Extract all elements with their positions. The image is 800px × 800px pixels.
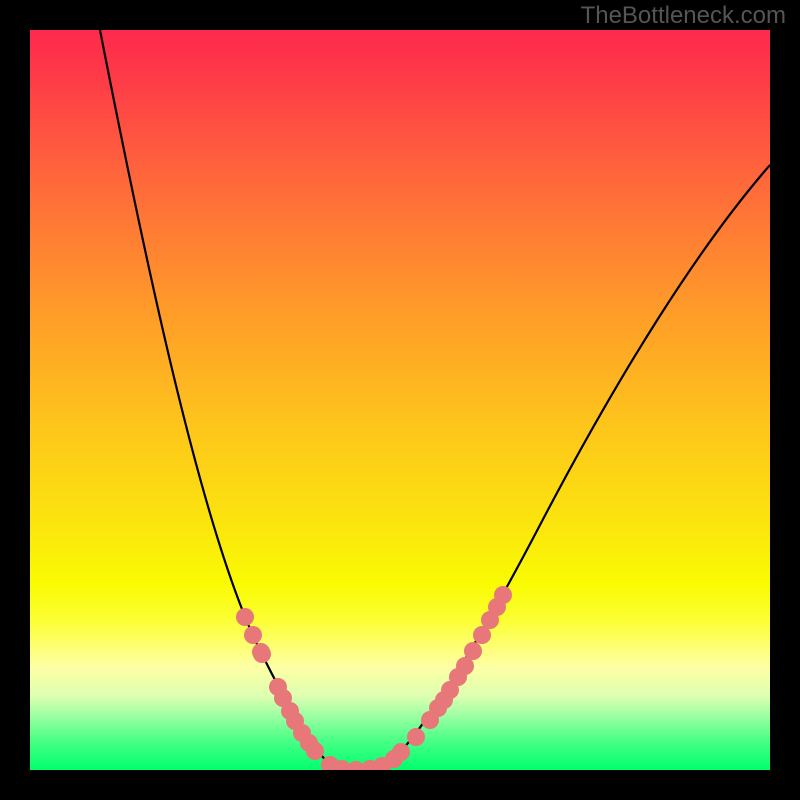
marker-dot (494, 586, 512, 604)
marker-dot (392, 743, 410, 761)
marker-dot (236, 608, 254, 626)
curve-right-branch (356, 165, 770, 770)
curve-left-branch (100, 30, 356, 770)
markers-group (236, 586, 512, 770)
marker-dot (407, 728, 425, 746)
chart-area (30, 30, 770, 770)
marker-dot (306, 742, 324, 760)
curve-svg (30, 30, 770, 770)
marker-dot (464, 642, 482, 660)
marker-dot (244, 626, 262, 644)
watermark-text: TheBottleneck.com (581, 2, 786, 30)
marker-dot (252, 643, 270, 661)
